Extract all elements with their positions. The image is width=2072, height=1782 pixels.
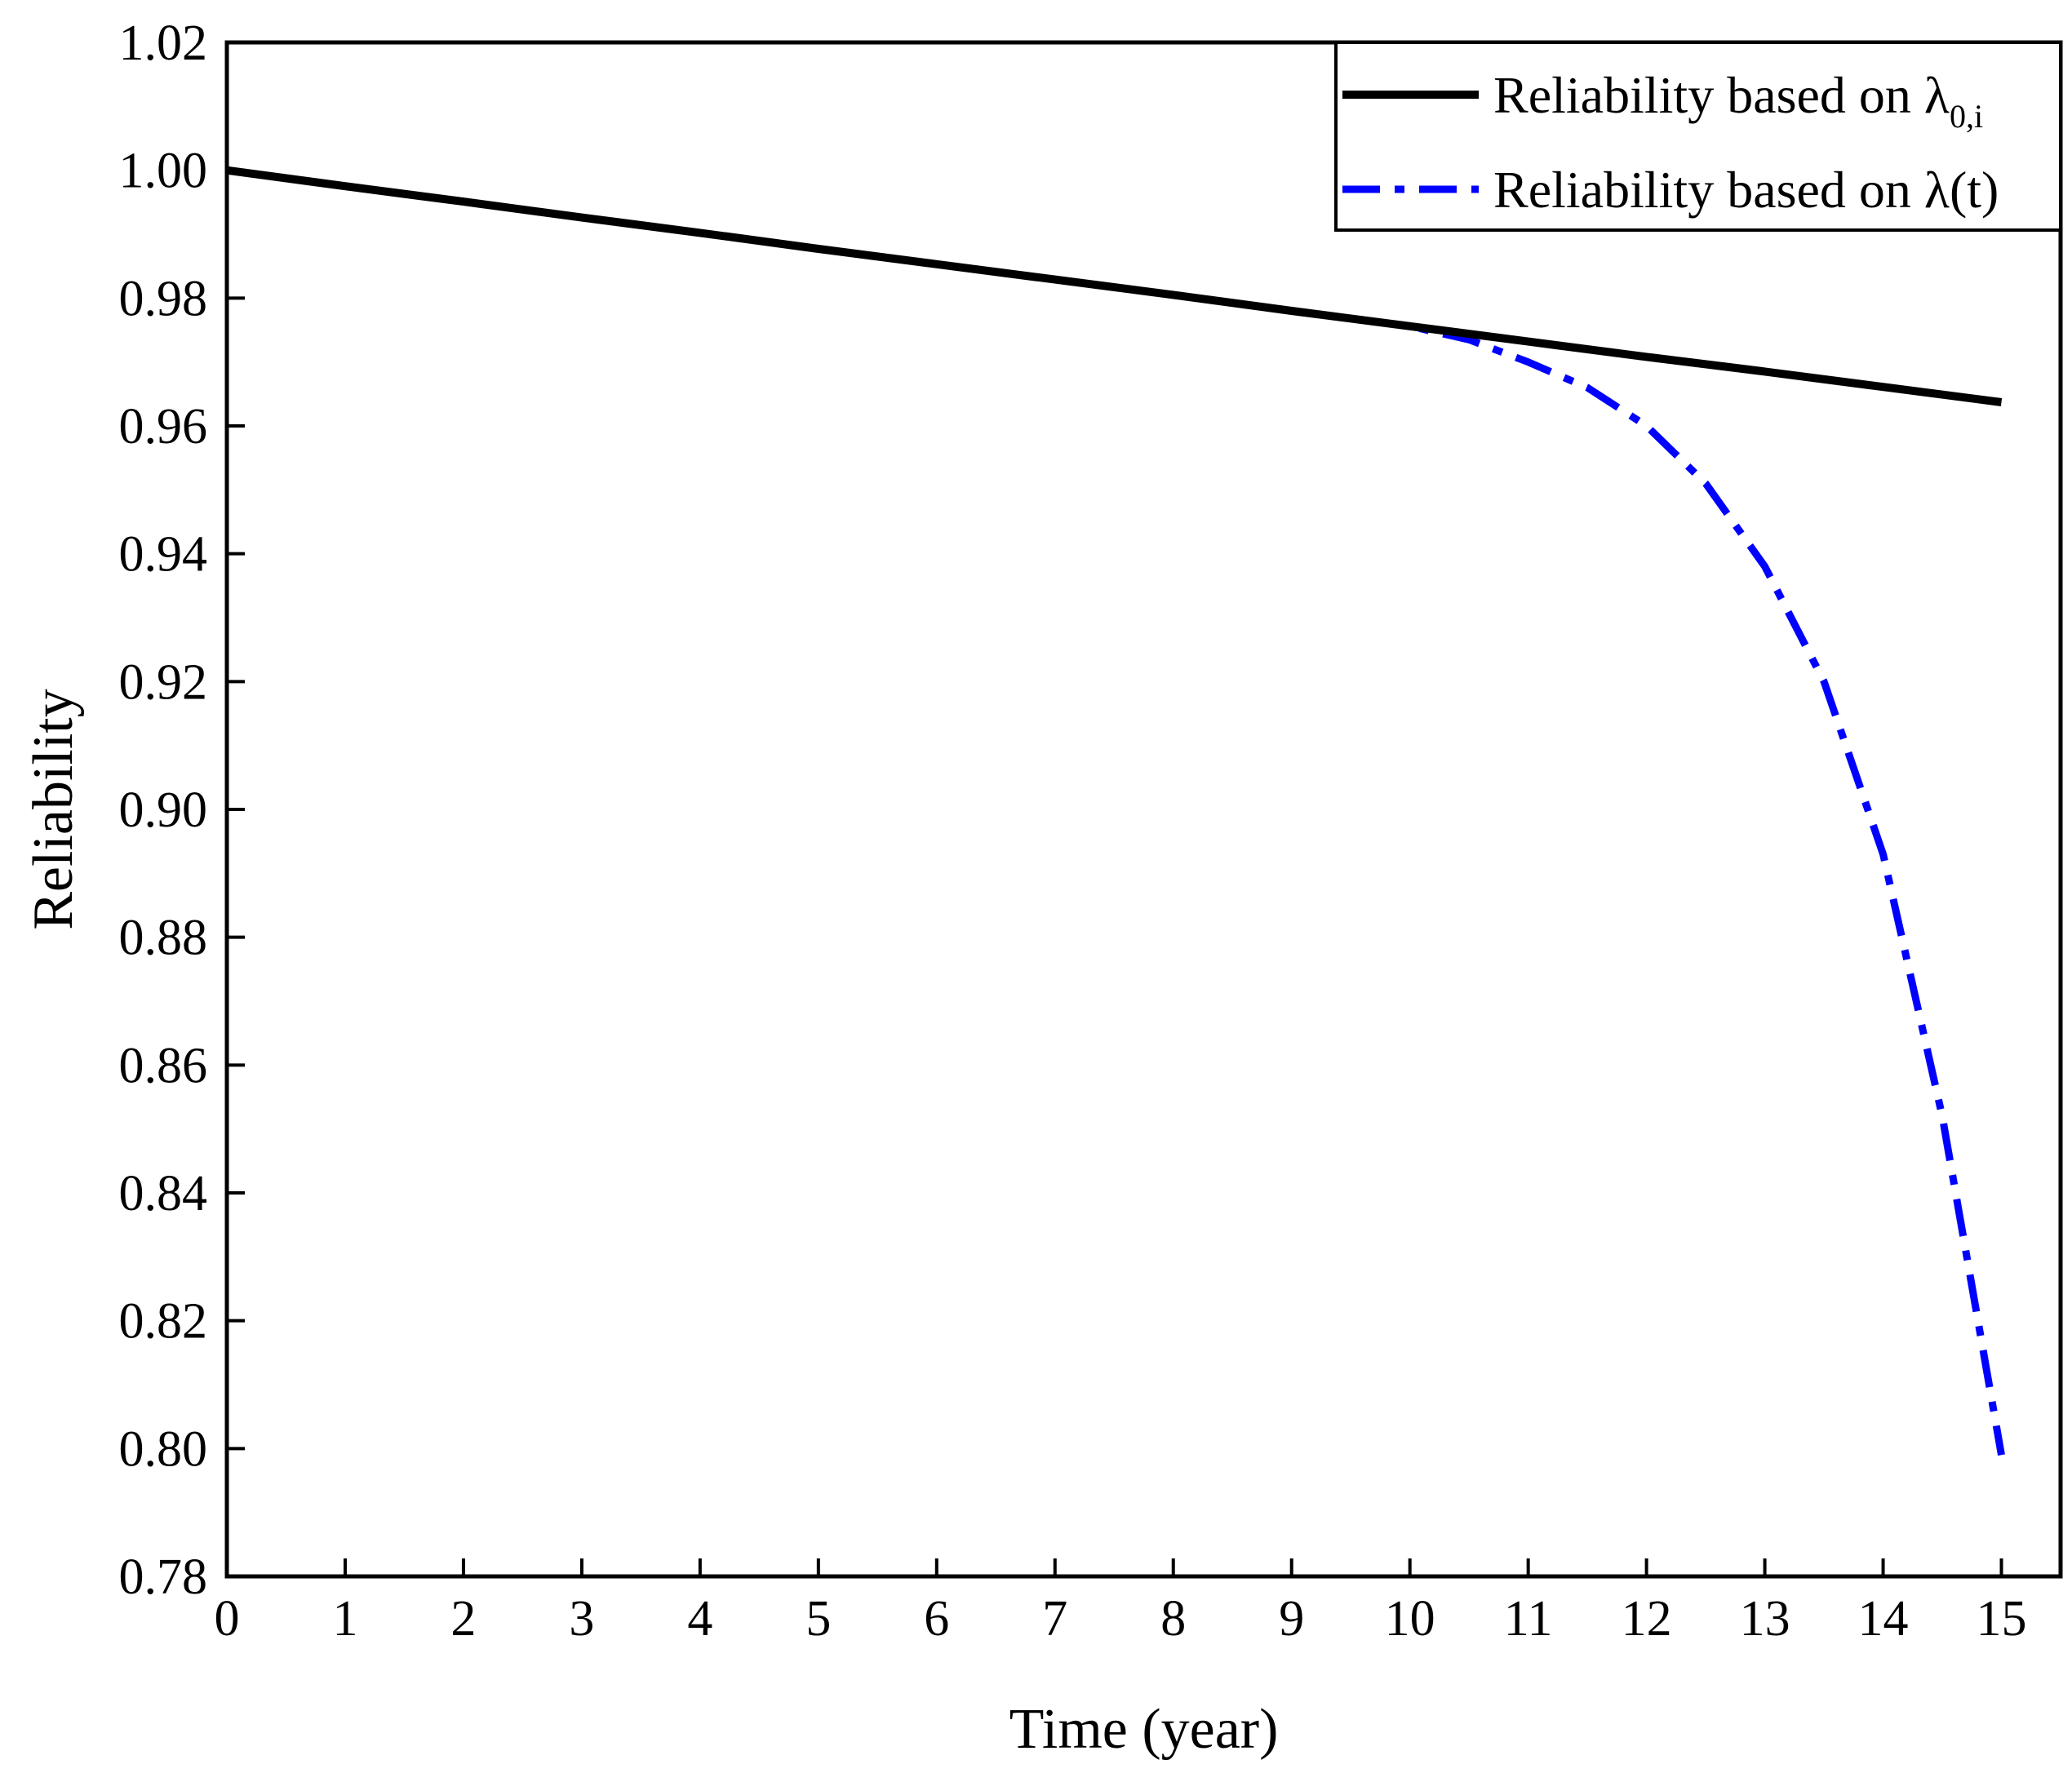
y-tick-label: 1.02: [119, 16, 208, 71]
x-tick-label: 14: [1858, 1591, 1909, 1647]
x-tick-label: 5: [805, 1591, 831, 1647]
x-tick-label: 0: [215, 1591, 240, 1647]
legend-box: [1334, 41, 2062, 232]
x-tick-label: 12: [1622, 1591, 1672, 1647]
x-axis: 0 1 2 3 4 5 6 7 8 9 10 11 12 13 14 15: [215, 1558, 2027, 1647]
x-tick-label: 11: [1504, 1591, 1553, 1647]
y-tick-label: 0.94: [119, 527, 208, 583]
x-tick-label: 7: [1042, 1591, 1067, 1647]
x-tick-label: 15: [1977, 1591, 2027, 1647]
y-tick-label: 0.90: [119, 782, 208, 838]
legend-label-series-1-main: Reliability based on λ: [1493, 66, 1950, 124]
y-axis: 0.78 0.80 0.82 0.84 0.86 0.88 0.90 0.92 0.94 0.96…: [119, 16, 245, 1605]
x-tick-label: 10: [1385, 1591, 1435, 1647]
y-tick-label: 1.00: [119, 144, 208, 199]
y-tick-label: 0.78: [119, 1549, 208, 1605]
legend-label-series-1-subscript: 0,i: [1950, 98, 1983, 135]
series-layer: [226, 166, 2005, 1456]
series-line-1: [226, 166, 2003, 406]
y-tick-label: 0.92: [119, 654, 208, 710]
y-tick-label: 0.86: [119, 1038, 208, 1093]
y-tick-label: 0.96: [119, 399, 208, 454]
legend-label-series-2: Reliability based on λ(t): [1493, 161, 1999, 219]
x-tick-label: 9: [1279, 1591, 1304, 1647]
y-tick-label: 0.80: [119, 1421, 208, 1477]
x-tick-label: 2: [450, 1591, 476, 1647]
x-tick-label: 8: [1160, 1591, 1186, 1647]
y-axis-title: Reliability: [22, 689, 85, 930]
legend-label-series-1: Reliability based on λ0,i: [1493, 66, 1983, 135]
y-tick-label: 0.84: [119, 1166, 208, 1221]
x-tick-label: 13: [1740, 1591, 1790, 1647]
x-axis-title: Time (year): [1009, 1698, 1279, 1761]
legend: Reliability based on λ0,i Reliability ba…: [1334, 41, 2062, 232]
y-tick-label: 0.98: [119, 271, 208, 326]
y-tick-label: 0.82: [119, 1294, 208, 1350]
x-tick-label: 1: [332, 1591, 357, 1647]
x-tick-label: 3: [569, 1591, 594, 1647]
y-tick-label: 0.88: [119, 911, 208, 966]
x-tick-label: 4: [687, 1591, 712, 1647]
x-tick-label: 6: [924, 1591, 949, 1647]
